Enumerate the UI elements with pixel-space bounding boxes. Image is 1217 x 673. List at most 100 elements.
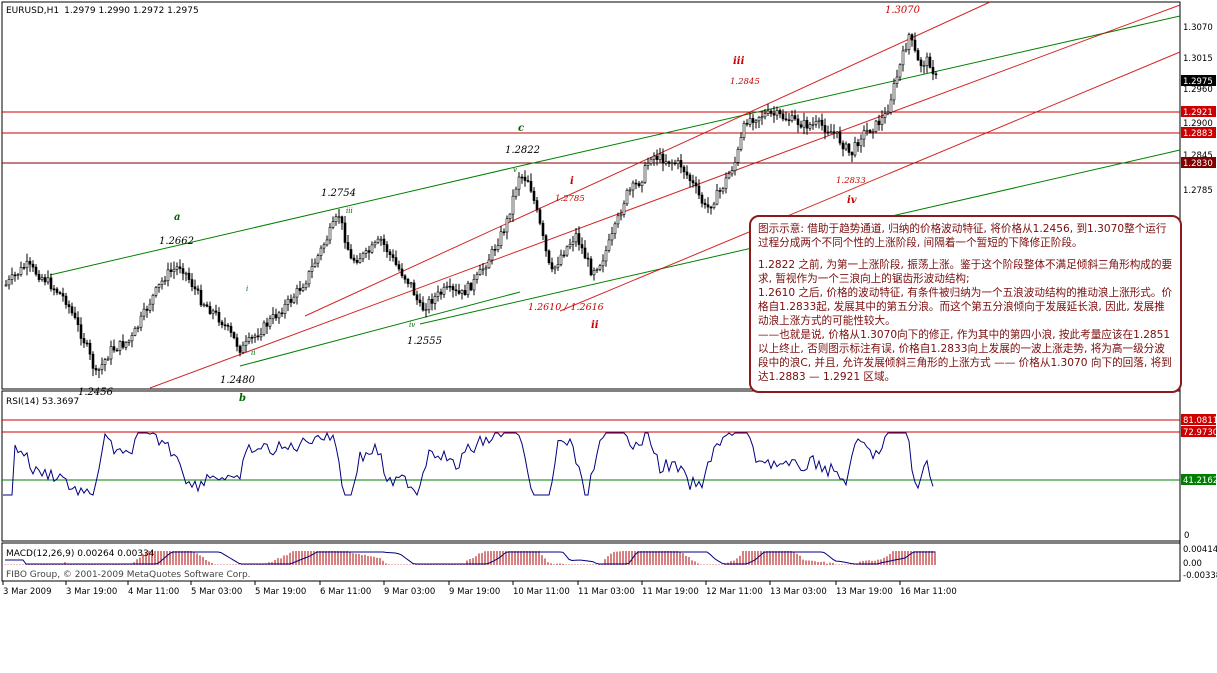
- candle-body: [832, 131, 836, 134]
- candle-body: [730, 170, 734, 175]
- candle-body: [298, 288, 302, 291]
- candle-body: [538, 209, 542, 224]
- candle-body: [241, 344, 245, 353]
- candle-body: [544, 235, 548, 252]
- symbol-label: EURUSD,H1 1.2979 1.2990 1.2972 1.2975: [6, 6, 199, 16]
- candle-body: [844, 143, 848, 150]
- candle-body: [859, 138, 863, 147]
- candle-body: [343, 222, 347, 243]
- rsi-badge: 81.0811: [1183, 416, 1217, 426]
- candle-body: [673, 162, 677, 165]
- candle-body: [121, 341, 125, 348]
- macd-panel[interactable]: MACD(12,26,9) 0.00264 0.00334 0.00414 0.…: [4, 545, 1217, 581]
- candle-body: [934, 73, 938, 76]
- channel-red-mid[interactable]: [559, 51, 1181, 312]
- candle-body: [238, 346, 242, 353]
- candle-body: [58, 292, 62, 294]
- candle-body: [919, 59, 923, 67]
- candle-body: [334, 216, 338, 223]
- note-paragraph-3: 1.2610 之后, 价格的波动特征, 有条件被归纳为一个五浪波动结构的推动浪上…: [758, 287, 1173, 327]
- candle-body: [688, 174, 692, 181]
- candle-body: [295, 288, 299, 298]
- candle-body: [925, 56, 929, 66]
- candle-body: [346, 242, 350, 250]
- wave-iv-label: iv: [847, 195, 857, 206]
- candle-body: [208, 305, 212, 314]
- candle-body: [31, 263, 35, 268]
- candle-body: [418, 299, 422, 303]
- wave-v-small: v: [513, 166, 517, 174]
- candle-body: [79, 324, 83, 339]
- candle-body: [574, 233, 578, 243]
- candle-body: [472, 278, 476, 291]
- candle-body: [760, 116, 764, 119]
- candle-body: [169, 269, 173, 272]
- time-label: 3 Mar 19:00: [66, 587, 117, 597]
- candle-body: [100, 364, 104, 370]
- candle-body: [871, 131, 875, 133]
- candle-body: [595, 269, 599, 271]
- candle-body: [643, 165, 647, 183]
- candle-body: [676, 160, 680, 164]
- candle-body: [613, 223, 617, 234]
- price-tick: 1.2960: [1183, 85, 1213, 95]
- candle-body: [112, 346, 116, 351]
- wave-labels: 1.3070 iii 1.2845 c 1.2822 v i 1.2785 1.…: [78, 5, 921, 404]
- candle-body: [628, 189, 632, 192]
- candle-body: [754, 120, 758, 123]
- channel-green-lower-1[interactable]: [239, 291, 521, 367]
- candle-body: [199, 289, 203, 306]
- candle-body: [403, 275, 407, 280]
- channel-red-lower[interactable]: [149, 4, 1181, 389]
- candle-body: [28, 260, 32, 265]
- candle-body: [292, 296, 296, 303]
- candle-body: [211, 310, 215, 314]
- candle-body: [382, 238, 386, 245]
- candle-body: [877, 120, 881, 126]
- candle-body: [712, 203, 716, 208]
- candle-body: [892, 83, 896, 101]
- channel-green-upper-1[interactable]: [49, 165, 521, 276]
- label-1-3070: 1.3070: [885, 5, 921, 16]
- candle-body: [577, 233, 581, 245]
- candle-body: [370, 244, 374, 253]
- candle-body: [838, 131, 842, 144]
- candle-body: [784, 118, 788, 121]
- candle-body: [634, 182, 638, 185]
- candle-body: [655, 155, 659, 160]
- candle-body: [496, 245, 500, 250]
- label-1-2456: 1.2456: [78, 387, 114, 398]
- candle-body: [190, 279, 194, 288]
- candle-body: [184, 272, 188, 275]
- candle-body: [814, 121, 818, 125]
- candle-body: [772, 113, 776, 116]
- candle-body: [586, 257, 590, 260]
- label-1-2785: 1.2785: [555, 194, 585, 204]
- candle-body: [793, 115, 797, 120]
- rsi-panel[interactable]: RSI(14) 53.3697 81.0811 72.9730 41.2162 …: [2, 397, 1217, 541]
- candle-body: [664, 161, 668, 164]
- candle-body: [625, 189, 629, 205]
- candle-body: [244, 340, 248, 346]
- price-tick: 1.2900: [1183, 119, 1213, 129]
- note-paragraph-2: 1.2822 之前, 为第一上涨阶段, 振荡上涨。鉴于这个阶段整体不满足倾斜三角…: [758, 259, 1173, 285]
- candle-body: [394, 257, 398, 265]
- candle-body: [328, 227, 332, 241]
- candle-body: [124, 342, 128, 348]
- candle-body: [886, 111, 890, 114]
- channel-green-upper-2[interactable]: [519, 15, 1181, 167]
- candle-body: [562, 254, 566, 257]
- price-candles[interactable]: [4, 32, 938, 379]
- candle-body: [181, 268, 185, 274]
- candle-body: [556, 264, 560, 268]
- time-label: 16 Mar 11:00: [900, 587, 957, 597]
- candle-body: [109, 346, 113, 360]
- analysis-note: 图示示意: 借助于趋势通道, 归纳的价格波动特征, 将价格从1.2456, 到1…: [749, 215, 1182, 393]
- candle-body: [22, 267, 26, 269]
- candle-body: [907, 34, 911, 50]
- candle-body: [751, 118, 755, 123]
- candle-body: [622, 203, 626, 215]
- candle-body: [481, 268, 485, 271]
- candle-body: [427, 298, 431, 310]
- candle-body: [397, 264, 401, 270]
